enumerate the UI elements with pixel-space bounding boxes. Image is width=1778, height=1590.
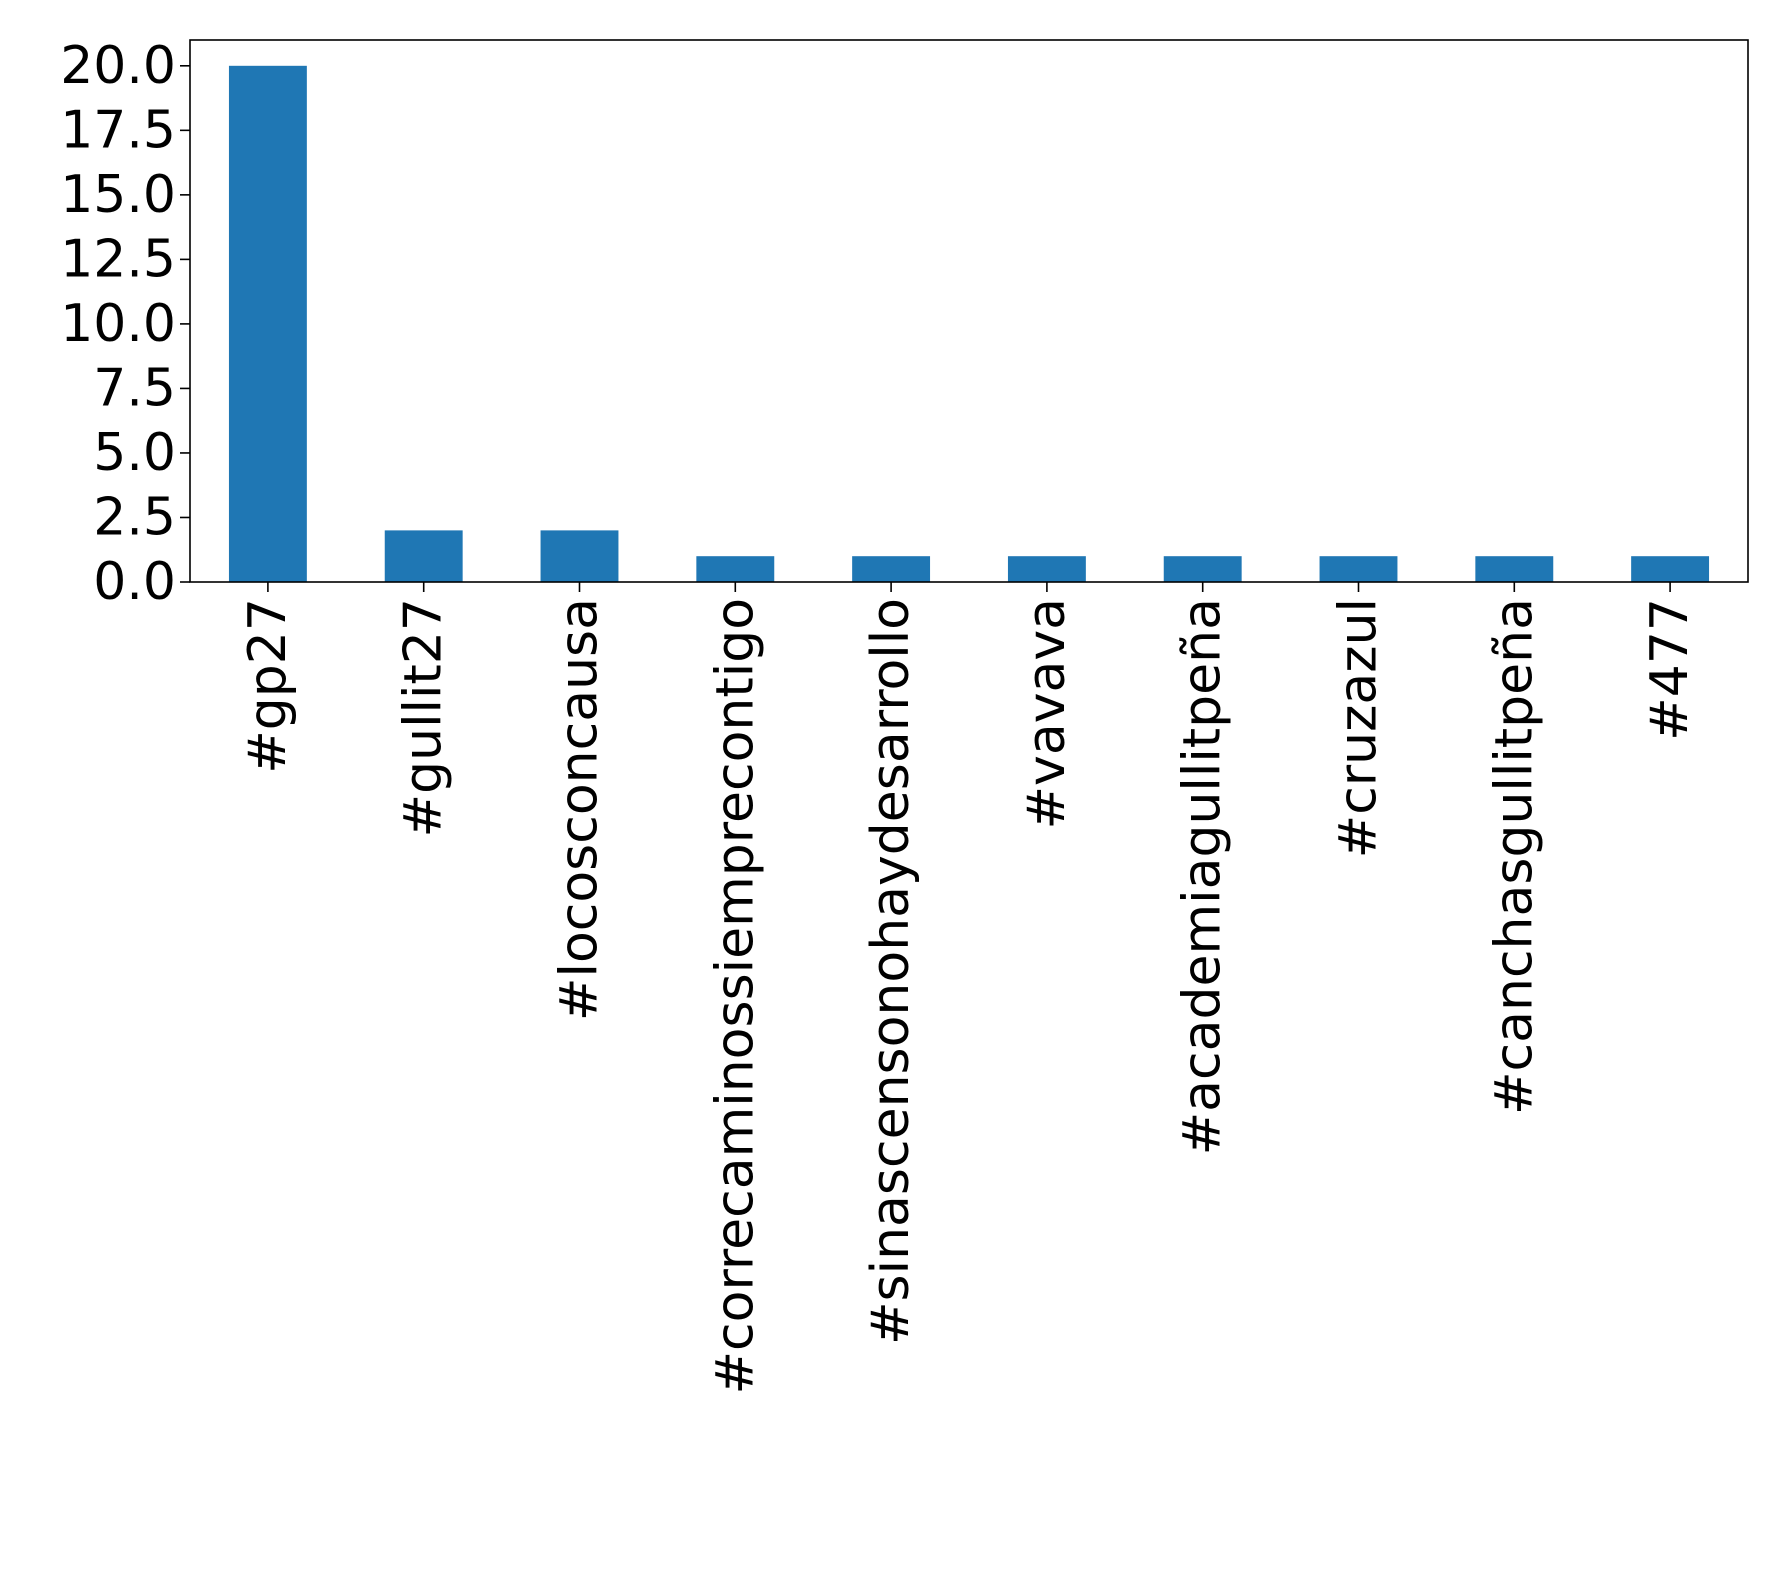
bar-1 <box>384 530 463 582</box>
y-tick-label-2: 5.0 <box>93 423 176 483</box>
y-axis: 0.02.55.07.510.012.515.017.520.0 <box>60 36 190 612</box>
x-tick-label-7: #cruzazul <box>1329 598 1389 858</box>
y-tick-label-4: 10.0 <box>60 294 176 354</box>
x-tick-label-4: #sinascensonohaydesarrollo <box>861 598 921 1345</box>
bar-3 <box>696 556 775 582</box>
y-tick-label-1: 2.5 <box>93 487 176 547</box>
x-tick-label-5: #vavava <box>1017 598 1077 830</box>
x-tick-label-3: #correcaminossiemprecontigo <box>705 598 765 1395</box>
bar-6 <box>1163 556 1242 582</box>
y-tick-label-0: 0.0 <box>93 552 176 612</box>
x-axis: #gp27 #gullit27 #locosconcausa #correcamino… <box>238 582 1700 1395</box>
bar-4 <box>852 556 931 582</box>
y-tick-label-3: 7.5 <box>93 358 176 418</box>
bar-5 <box>1007 556 1086 582</box>
y-tick-label-6: 15.0 <box>60 165 176 225</box>
bar-8 <box>1475 556 1554 582</box>
x-tick-label-8: #canchasgullitpeña <box>1484 598 1544 1115</box>
x-tick-label-9: #477 <box>1640 598 1700 741</box>
x-tick-label-1: #gullit27 <box>394 598 454 837</box>
x-tick-label-6: #academiagullitpeña <box>1173 598 1233 1155</box>
bar-0 <box>228 65 307 583</box>
x-tick-label-0: #gp27 <box>238 598 298 774</box>
bar-7 <box>1319 556 1398 582</box>
y-tick-label-7: 17.5 <box>60 100 176 160</box>
bars-layer <box>228 65 1710 583</box>
bar-2 <box>540 530 619 582</box>
y-tick-label-5: 12.5 <box>60 229 176 289</box>
y-tick-label-8: 20.0 <box>60 36 176 96</box>
plot-frame <box>189 39 1749 583</box>
x-tick-label-2: #locosconcausa <box>550 598 610 1021</box>
bar-9 <box>1631 556 1710 582</box>
